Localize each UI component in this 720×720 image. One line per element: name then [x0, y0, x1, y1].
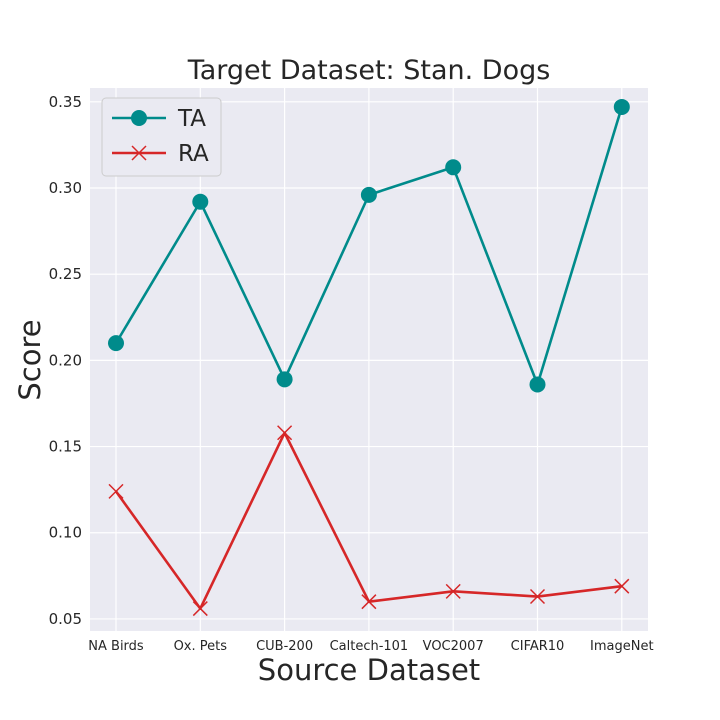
- series-ra-point: [361, 594, 377, 610]
- y-tick-label: 0.30: [49, 179, 82, 197]
- legend-ta-marker: [131, 110, 147, 126]
- gridlines: [90, 88, 648, 631]
- series-ra-point: [529, 588, 546, 605]
- series-ra-point: [108, 483, 124, 499]
- legend: TA RA: [101, 97, 222, 177]
- legend-ra-label: RA: [178, 141, 209, 167]
- x-tick-label: NA Birds: [88, 639, 144, 654]
- series-ra-point: [614, 578, 630, 594]
- y-tick-label: 0.10: [49, 524, 82, 542]
- series-ra-point: [445, 583, 461, 599]
- x-axis-label: Source Dataset: [258, 653, 480, 687]
- x-tick-label: CUB-200: [256, 639, 313, 654]
- y-tick-label: 0.35: [49, 93, 82, 111]
- series-ta-point: [613, 98, 630, 115]
- y-tick-label: 0.20: [49, 351, 82, 369]
- series-ta-point: [276, 371, 293, 388]
- x-tick-label: VOC2007: [423, 639, 484, 654]
- x-tick-label: Caltech-101: [330, 639, 409, 654]
- y-axis-label: Score: [13, 319, 47, 400]
- y-tick-labels: 0.05 0.10 0.15 0.20 0.25 0.30 0.35: [49, 93, 82, 628]
- y-tick-label: 0.15: [49, 438, 82, 456]
- legend-ta-label: TA: [177, 106, 206, 132]
- series-ta-point: [192, 193, 209, 210]
- y-tick-label: 0.05: [49, 610, 82, 628]
- series-layer: [108, 98, 630, 617]
- y-tick-label: 0.25: [49, 265, 82, 283]
- series-ra-point: [277, 425, 293, 441]
- series-ta-point: [529, 376, 546, 393]
- chart-title: Target Dataset: Stan. Dogs: [187, 55, 551, 86]
- x-tick-label: ImageNet: [590, 639, 654, 654]
- x-tick-labels: NA Birds Ox. Pets CUB-200 Caltech-101 VOC200…: [88, 639, 653, 654]
- x-tick-label: CIFAR10: [511, 639, 565, 654]
- series-ta-point: [108, 335, 124, 352]
- series-ra-point: [192, 601, 208, 617]
- series-ta-point: [360, 186, 377, 203]
- legend-ra-marker: [131, 145, 147, 161]
- series-ta-point: [445, 159, 462, 176]
- x-tick-label: Ox. Pets: [174, 639, 228, 654]
